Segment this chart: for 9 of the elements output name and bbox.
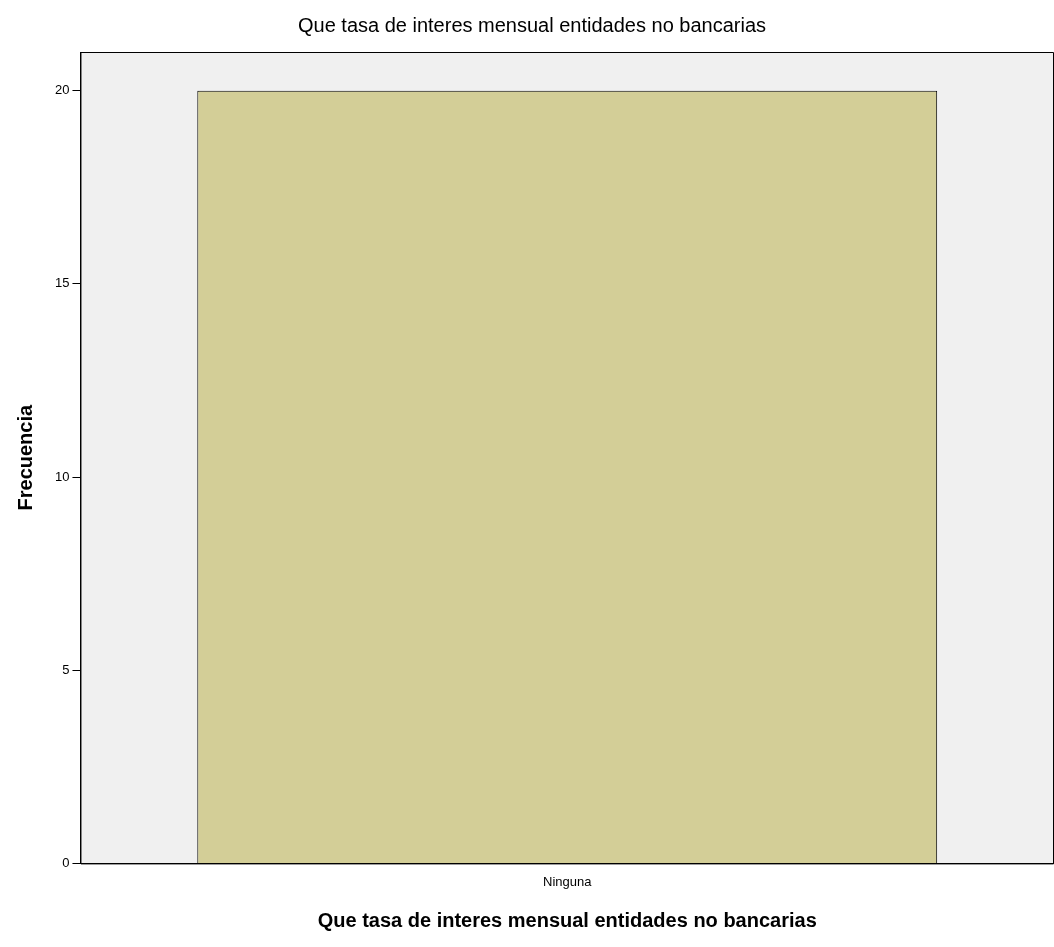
x-tick-label: Ninguna	[543, 873, 593, 889]
y-tick-label: 5	[62, 661, 70, 677]
x-axis-title: Que tasa de interes mensual entidades no bancarias	[317, 908, 817, 931]
chart-title: Que tasa de interes mensual entidades no bancarias	[297, 13, 767, 36]
y-tick-label: 0	[62, 854, 70, 870]
y-tick-label: 20	[54, 82, 70, 98]
y-tick-label: 15	[54, 275, 70, 291]
y-axis-title: Frecuencia	[13, 404, 36, 511]
y-tick-label: 10	[54, 468, 70, 484]
